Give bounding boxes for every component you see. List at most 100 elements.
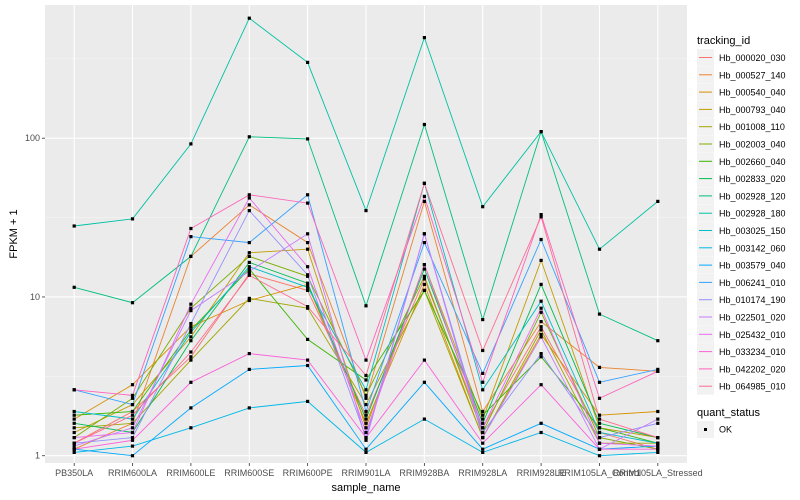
x-tick-label: RRIM600PE (283, 468, 333, 478)
legend-label: Hb_000527_140 (719, 70, 786, 80)
data-point (597, 247, 602, 251)
data-point (189, 330, 193, 334)
data-point (597, 454, 602, 458)
data-point (247, 209, 251, 213)
data-point (422, 282, 426, 286)
data-point (247, 135, 251, 139)
data-point (364, 413, 368, 417)
y-tick-label: 10 (30, 292, 40, 302)
legend: tracking_id Hb_000020_030 Hb_000527_140 Hb… (697, 35, 786, 395)
data-point (539, 355, 543, 359)
data-point (539, 352, 543, 356)
x-tick-label: RRIM600LE (166, 468, 215, 478)
data-point (597, 421, 602, 425)
data-point (364, 378, 368, 382)
data-point (306, 201, 310, 205)
data-point (130, 426, 135, 430)
data-point (306, 285, 310, 289)
data-point (422, 380, 426, 384)
data-point (539, 310, 543, 314)
data-point (539, 299, 543, 303)
legend-label: Hb_002003_040 (719, 140, 786, 150)
x-tick-label: RRIM600LA (108, 468, 157, 478)
data-point (189, 358, 193, 362)
data-point (189, 306, 193, 310)
data-point (656, 444, 660, 448)
x-tick-label: RRIM105LA_Control (558, 468, 641, 478)
data-point (130, 403, 135, 407)
data-point (481, 205, 485, 209)
data-point (422, 263, 426, 267)
legend-label: Hb_003142_060 (719, 243, 786, 253)
data-point (130, 301, 135, 305)
data-point (189, 226, 193, 231)
legend-label: Hb_002928_180 (719, 209, 786, 219)
x-tick-label: RRIM928LA (458, 468, 507, 478)
data-point (364, 209, 368, 213)
data-point (481, 318, 485, 322)
data-point (247, 406, 251, 410)
legend-label: Hb_006241_010 (719, 278, 786, 288)
data-point (189, 335, 193, 339)
quant-legend-label: OK (719, 425, 732, 435)
data-point (656, 441, 660, 445)
data-point (481, 430, 485, 435)
data-point (364, 393, 368, 397)
data-point (189, 328, 193, 332)
data-point (306, 337, 310, 341)
data-point (72, 450, 76, 454)
legend-label: Hb_010174_190 (719, 295, 786, 305)
data-point (481, 380, 485, 384)
legend-label: Hb_000793_040 (719, 105, 786, 115)
legend-label: Hb_002928_120 (719, 191, 786, 201)
data-point (656, 417, 660, 421)
data-point (306, 60, 310, 64)
data-point (189, 235, 193, 239)
data-point (656, 369, 660, 373)
data-point (597, 447, 602, 451)
y-axis-title: FPKM + 1 (8, 209, 20, 258)
data-point (364, 421, 368, 425)
data-point (422, 277, 426, 281)
data-point (189, 309, 193, 313)
data-point (481, 421, 485, 425)
data-point (597, 365, 602, 369)
data-point (247, 203, 251, 207)
data-point (364, 388, 368, 392)
data-point (597, 396, 602, 400)
data-point (539, 320, 543, 324)
legend-label: Hb_000020_030 (719, 53, 786, 63)
data-point (422, 181, 426, 185)
legend-title: tracking_id (697, 35, 750, 47)
data-point (72, 430, 76, 435)
data-point (481, 348, 485, 353)
data-point (130, 396, 135, 400)
data-point (539, 335, 543, 339)
data-point (189, 302, 193, 306)
data-point (130, 383, 135, 387)
data-point (597, 430, 602, 435)
data-point (422, 194, 426, 198)
data-point (597, 413, 602, 417)
data-point (539, 328, 543, 332)
data-point (72, 421, 76, 425)
data-point (130, 409, 135, 414)
data-point (364, 447, 368, 451)
data-point (189, 406, 193, 410)
data-point (247, 196, 251, 200)
data-point (539, 325, 543, 329)
data-point (481, 447, 485, 451)
data-point (72, 441, 76, 445)
data-point (656, 409, 660, 414)
data-point (539, 383, 543, 387)
data-point (597, 380, 602, 384)
data-point (539, 215, 543, 219)
data-point (539, 306, 543, 310)
data-point (422, 241, 426, 245)
data-point (72, 417, 76, 421)
data-point (597, 417, 602, 421)
data-point (247, 273, 251, 277)
data-point (130, 444, 135, 448)
data-point (189, 339, 193, 343)
